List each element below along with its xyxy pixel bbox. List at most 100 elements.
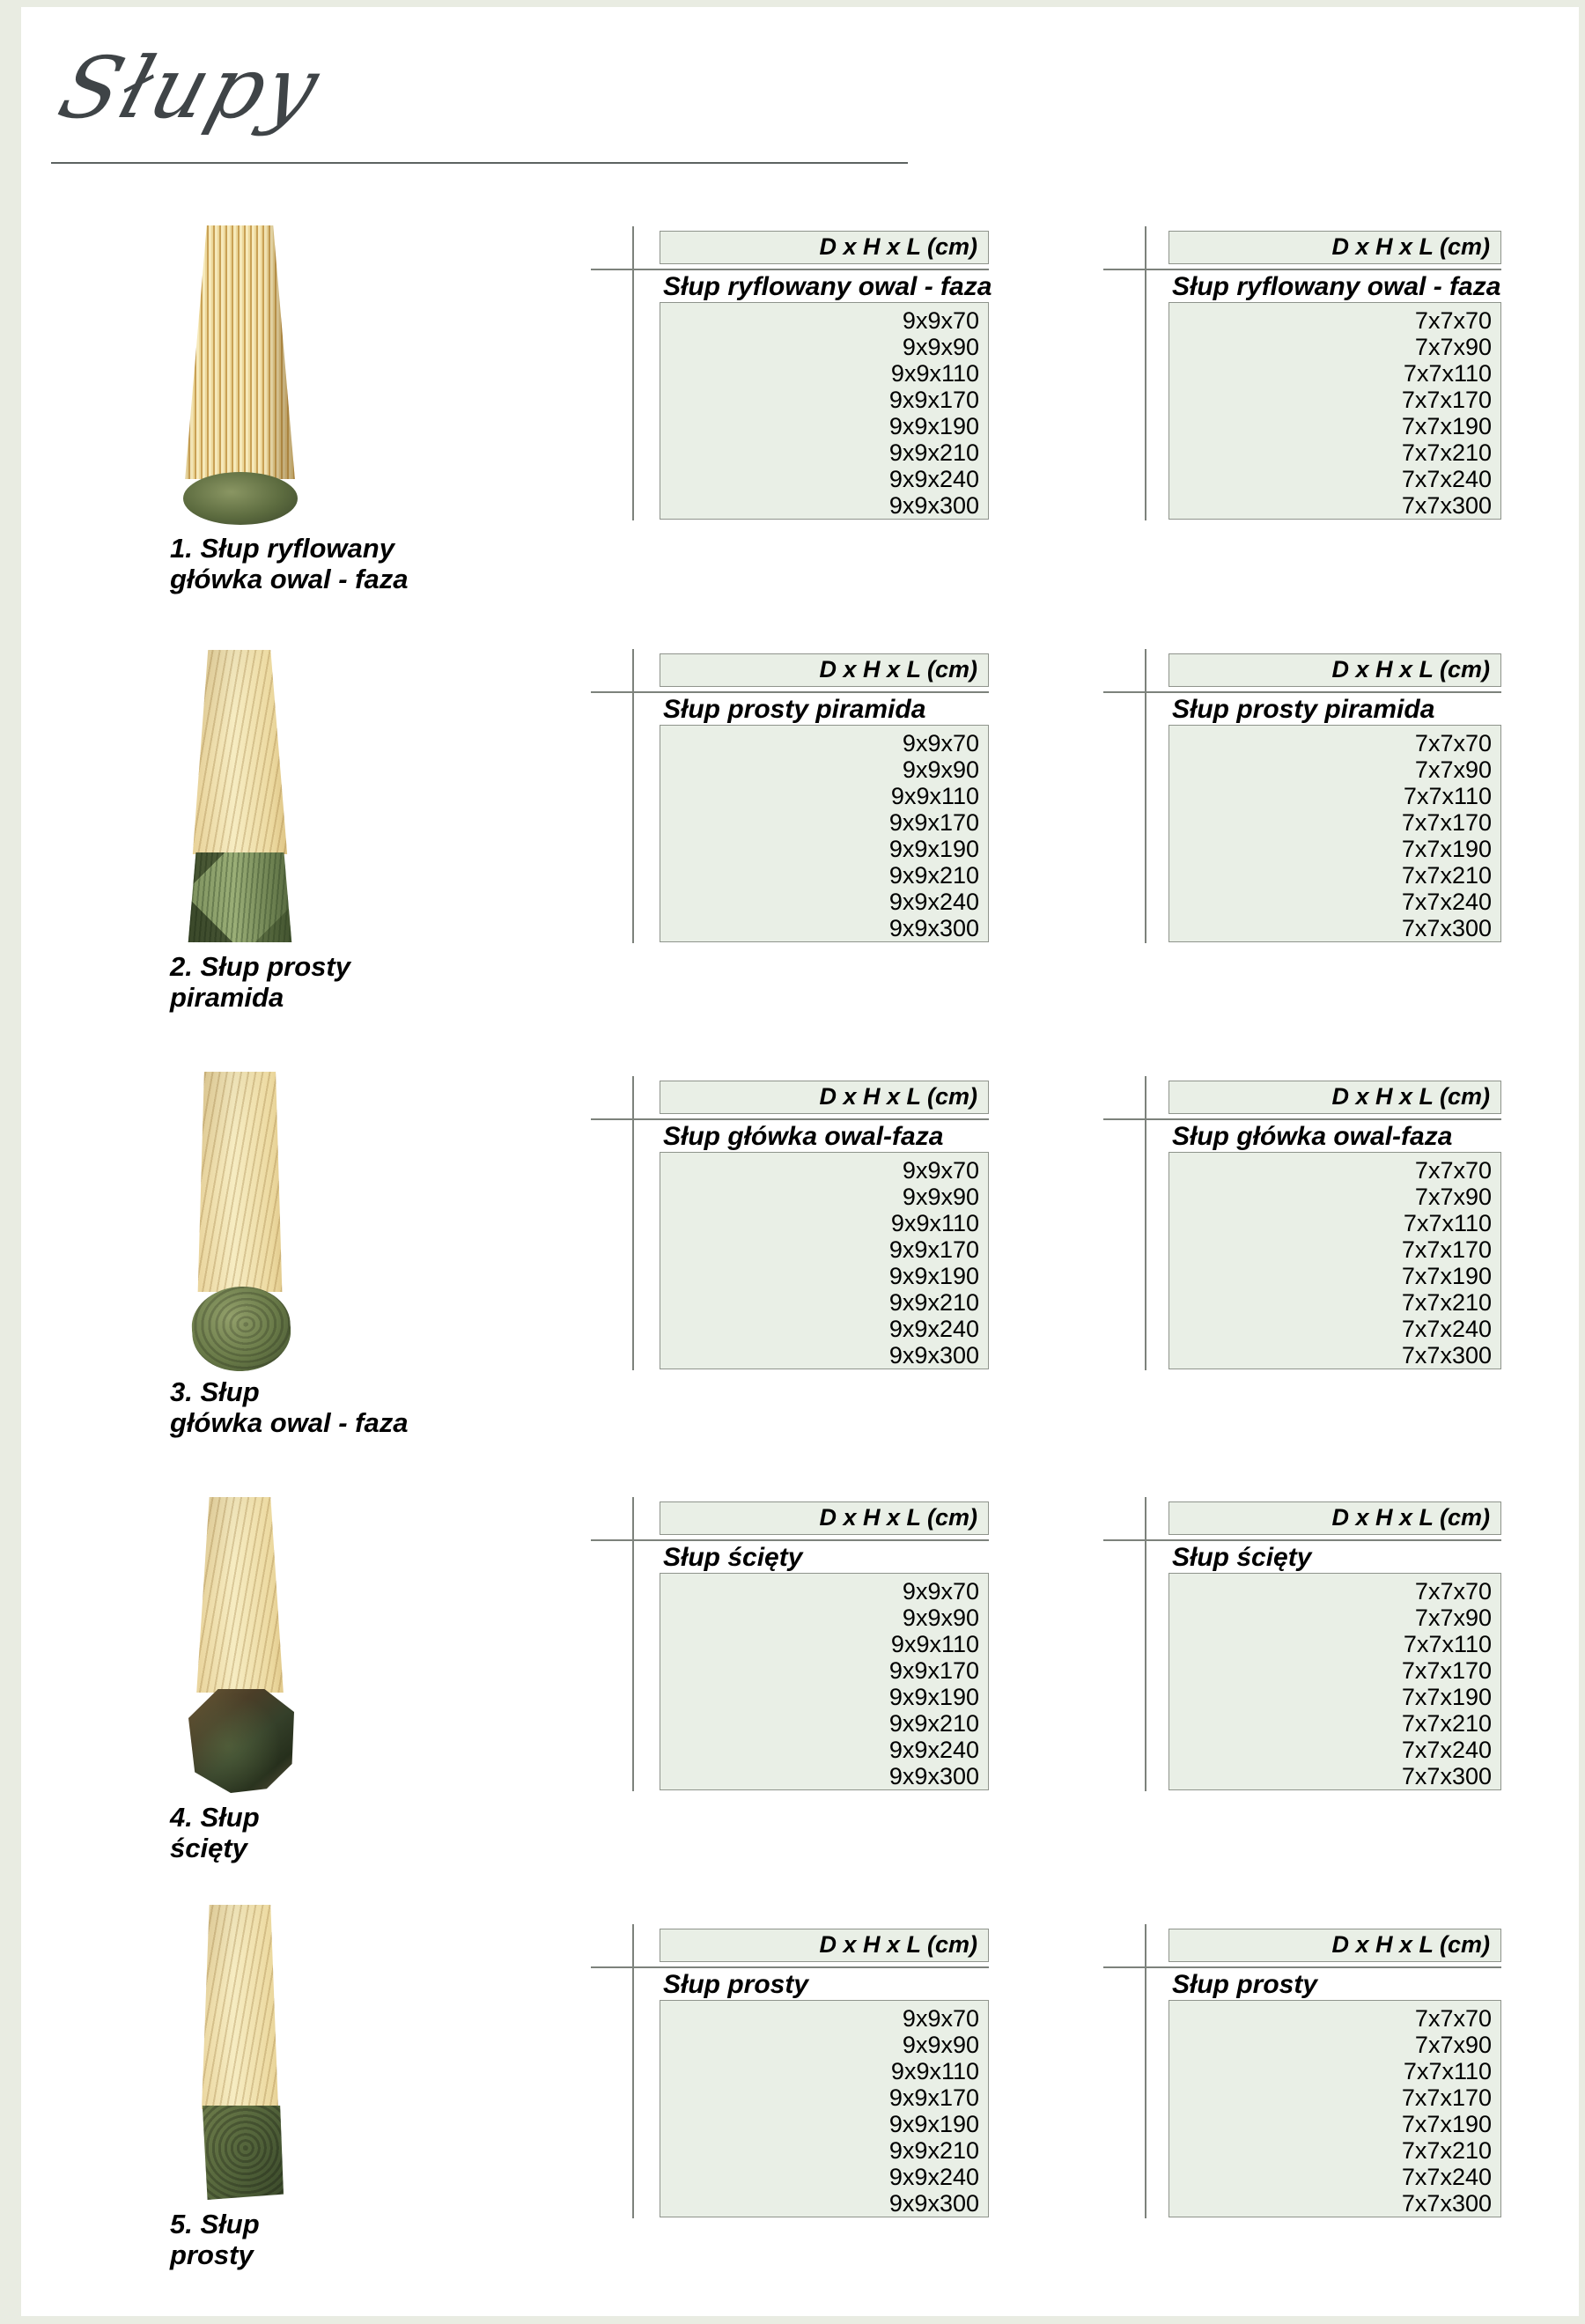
size-item: 7x7x240 — [1401, 466, 1492, 492]
size-item: 7x7x110 — [1403, 783, 1492, 809]
size-item: 7x7x110 — [1403, 2058, 1492, 2084]
wood-post-body — [192, 650, 288, 854]
product-photo-ribbed-post-oval-faza-head — [176, 225, 304, 529]
size-item: 7x7x170 — [1401, 1236, 1492, 1263]
product-label: 3. Słup główka owal - faza — [170, 1376, 408, 1438]
product-photo-straight-post-pyramid-head — [176, 650, 304, 954]
table-frame-line-vertical — [1145, 1497, 1146, 1791]
size-item: 7x7x210 — [1401, 2137, 1492, 2164]
sizes-list: 7x7x70 7x7x90 7x7x110 7x7x170 7x7x190 7x7x210… — [1168, 1573, 1501, 1790]
product-label-line2: główka owal - faza — [170, 564, 409, 594]
table-frame-line-horizontal — [591, 269, 989, 270]
size-item: 9x9x300 — [888, 915, 979, 941]
dims-header: D x H x L (cm) — [1168, 1081, 1501, 1114]
sizes-list: 7x7x70 7x7x90 7x7x110 7x7x170 7x7x190 7x7x210… — [1168, 302, 1501, 520]
size-item: 7x7x170 — [1401, 2084, 1492, 2111]
size-item: 7x7x110 — [1403, 360, 1492, 387]
wood-post-head — [188, 1689, 294, 1793]
size-item: 9x9x90 — [902, 1184, 979, 1210]
size-item: 9x9x240 — [888, 1316, 979, 1342]
table-product-name: Słup ścięty — [663, 1543, 803, 1572]
table-frame-line-horizontal — [1103, 1966, 1501, 1968]
size-item: 9x9x210 — [888, 439, 979, 466]
wood-post-head — [183, 472, 298, 525]
table-frame-line-vertical — [1145, 1924, 1146, 2218]
sizes-list: 7x7x70 7x7x90 7x7x110 7x7x170 7x7x190 7x7x210… — [1168, 2000, 1501, 2217]
size-item: 9x9x300 — [888, 1342, 979, 1369]
size-item: 9x9x70 — [902, 2005, 979, 2032]
size-item: 9x9x190 — [888, 1263, 979, 1289]
size-item: 9x9x240 — [888, 466, 979, 492]
size-item: 9x9x190 — [888, 413, 979, 439]
size-item: 9x9x170 — [888, 2084, 979, 2111]
size-item: 7x7x170 — [1401, 387, 1492, 413]
size-item: 9x9x70 — [902, 730, 979, 756]
table-frame-line-horizontal — [591, 1966, 989, 1968]
table-frame-line-horizontal — [1103, 691, 1501, 693]
table-frame-line-horizontal — [591, 1539, 989, 1541]
size-item: 7x7x240 — [1401, 2164, 1492, 2190]
sizes-list: 9x9x70 9x9x90 9x9x110 9x9x170 9x9x190 9x9x210… — [660, 1152, 989, 1369]
size-item: 7x7x70 — [1414, 307, 1492, 334]
size-item: 9x9x240 — [888, 2164, 979, 2190]
product-label-line1: 2. Słup prosty — [170, 951, 350, 982]
size-item: 9x9x170 — [888, 387, 979, 413]
size-item: 7x7x240 — [1401, 1737, 1492, 1763]
size-item: 7x7x300 — [1401, 492, 1492, 519]
product-label: 2. Słup prosty piramida — [170, 951, 350, 1013]
table-frame-line-vertical — [1145, 226, 1146, 520]
size-item: 7x7x90 — [1414, 1184, 1492, 1210]
size-item: 7x7x190 — [1401, 1263, 1492, 1289]
wood-post-head — [202, 2106, 284, 2200]
dims-header: D x H x L (cm) — [660, 653, 989, 687]
size-item: 7x7x190 — [1401, 836, 1492, 862]
dims-header: D x H x L (cm) — [660, 1501, 989, 1535]
table-product-name: Słup prosty — [1172, 1970, 1318, 1999]
size-item: 9x9x70 — [902, 1157, 979, 1184]
product-label-line1: 3. Słup — [170, 1376, 260, 1407]
size-item: 7x7x210 — [1401, 862, 1492, 889]
product-label-line2: piramida — [170, 982, 284, 1013]
size-item: 9x9x210 — [888, 862, 979, 889]
size-item: 9x9x110 — [890, 360, 979, 387]
size-item: 9x9x110 — [890, 1210, 979, 1236]
product-label-line2: ścięty — [170, 1833, 247, 1863]
size-item: 9x9x190 — [888, 2111, 979, 2137]
wood-post-head — [188, 852, 292, 942]
table-frame-line-horizontal — [591, 691, 989, 693]
sizes-list: 7x7x70 7x7x90 7x7x110 7x7x170 7x7x190 7x7x210… — [1168, 1152, 1501, 1369]
wood-post-body — [197, 1072, 283, 1292]
dims-header: D x H x L (cm) — [660, 1081, 989, 1114]
size-item: 9x9x90 — [902, 1605, 979, 1631]
size-item: 7x7x90 — [1414, 1605, 1492, 1631]
size-item: 7x7x240 — [1401, 1316, 1492, 1342]
table-product-name: Słup prosty piramida — [1172, 695, 1435, 724]
size-item: 7x7x90 — [1414, 2032, 1492, 2058]
dims-header: D x H x L (cm) — [660, 1929, 989, 1962]
wood-post-body — [196, 1497, 284, 1693]
dims-header: D x H x L (cm) — [1168, 231, 1501, 264]
size-item: 9x9x110 — [890, 783, 979, 809]
size-item: 7x7x90 — [1414, 756, 1492, 783]
size-item: 9x9x300 — [888, 2190, 979, 2217]
table-product-name: Słup prosty — [663, 1970, 809, 1999]
sizes-list: 7x7x70 7x7x90 7x7x110 7x7x170 7x7x190 7x7x210… — [1168, 725, 1501, 942]
size-item: 7x7x170 — [1401, 809, 1492, 836]
size-item: 7x7x300 — [1401, 1763, 1492, 1789]
wood-post-head — [188, 1283, 294, 1375]
size-item: 9x9x70 — [902, 1578, 979, 1605]
size-item: 7x7x300 — [1401, 1342, 1492, 1369]
size-item: 7x7x70 — [1414, 1157, 1492, 1184]
size-item: 7x7x210 — [1401, 439, 1492, 466]
title-underline — [51, 162, 908, 164]
product-label: 5. Słup prosty — [170, 2209, 260, 2270]
sizes-list: 9x9x70 9x9x90 9x9x110 9x9x170 9x9x190 9x9x210… — [660, 2000, 989, 2217]
table-frame-line-vertical — [1145, 649, 1146, 943]
table-frame-line-vertical — [632, 1076, 634, 1370]
size-item: 9x9x300 — [888, 492, 979, 519]
product-label-line2: prosty — [170, 2239, 254, 2270]
size-item: 9x9x110 — [890, 1631, 979, 1657]
table-product-name: Słup ryflowany owal - faza — [663, 272, 992, 301]
size-item: 7x7x240 — [1401, 889, 1492, 915]
sizes-list: 9x9x70 9x9x90 9x9x110 9x9x170 9x9x190 9x9x210… — [660, 1573, 989, 1790]
